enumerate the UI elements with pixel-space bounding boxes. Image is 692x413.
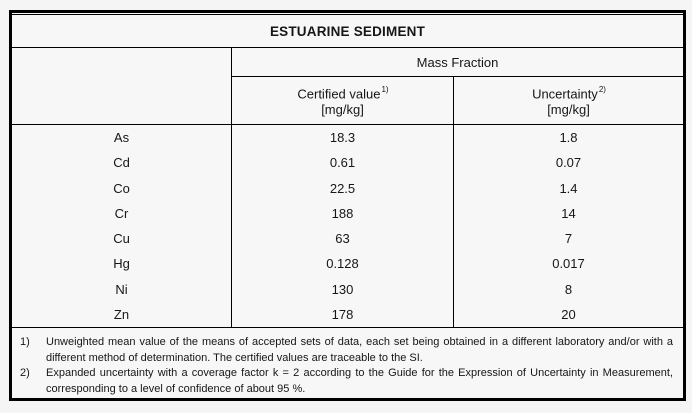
footnote-text: Unweighted mean value of the means of ac…	[46, 336, 673, 364]
footnote-2: 2) Expanded uncertainty with a coverage …	[20, 366, 673, 397]
footnote-marker: 1)	[20, 336, 30, 348]
uncertainty-cell: 20	[561, 306, 576, 322]
element-cell: Co	[12, 175, 232, 201]
footnote-ref-1: 1)	[381, 84, 389, 94]
estuarine-sediment-table: ESTUARINE SEDIMENT Mass Fraction Certifi…	[9, 10, 686, 401]
uncertainty-cell: 1.8	[559, 130, 578, 146]
certified-value-cell: 18.3	[232, 125, 454, 151]
uncertainty-cell: 1.4	[559, 180, 578, 196]
certified-value-cell: 178	[232, 301, 454, 327]
group-header-mass-fraction: Mass Fraction	[232, 48, 683, 77]
uncertainty-cell: 7	[564, 231, 573, 247]
certified-value-cell: 0.61	[232, 150, 454, 176]
certified-value-cell: 0.128	[232, 251, 454, 277]
certified-value-cell: 188	[232, 200, 454, 226]
uncertainty-cell: 8	[564, 281, 573, 297]
certified-value-cell: 130	[232, 276, 454, 302]
column-header-label: Certified value1)	[297, 84, 389, 102]
footnotes-section: 1) Unweighted mean value of the means of…	[12, 328, 683, 397]
column-header-certified-value: Certified value1) [mg/kg]	[232, 77, 454, 124]
footnote-1: 1) Unweighted mean value of the means of…	[20, 335, 673, 366]
certified-value-cell: 63	[232, 226, 454, 252]
footnote-marker: 2)	[20, 367, 30, 379]
table-title: ESTUARINE SEDIMENT	[12, 15, 683, 48]
uncertainty-cell: 0.017	[552, 256, 585, 272]
double-rule	[12, 13, 683, 15]
table-header: Mass Fraction Certified value1) [mg/kg] …	[12, 48, 683, 125]
column-header-uncertainty: Uncertainty2) [mg/kg]	[454, 77, 683, 124]
footnote-ref-2: 2)	[598, 84, 606, 94]
element-cell: As	[12, 125, 232, 151]
certified-value-cell: 22.5	[232, 175, 454, 201]
element-cell: Zn	[12, 301, 232, 327]
element-cell: Cu	[12, 226, 232, 252]
element-cell: Cd	[12, 150, 232, 176]
footnote-text: Expanded uncertainty with a coverage fac…	[46, 367, 673, 395]
table-body: As 18.3 1.8 Cd 0.61 0.07 Co 22.5 1.4 Cr …	[12, 125, 683, 328]
column-header-unit: [mg/kg]	[547, 102, 590, 118]
column-header-unit: [mg/kg]	[321, 102, 364, 118]
uncertainty-cell: 14	[561, 205, 576, 221]
element-cell: Hg	[12, 251, 232, 277]
uncertainty-cell: 0.07	[555, 155, 582, 171]
column-header-label: Uncertainty2)	[532, 84, 606, 102]
element-cell: Cr	[12, 200, 232, 226]
corner-empty-cell	[12, 48, 232, 124]
element-cell: Ni	[12, 276, 232, 302]
